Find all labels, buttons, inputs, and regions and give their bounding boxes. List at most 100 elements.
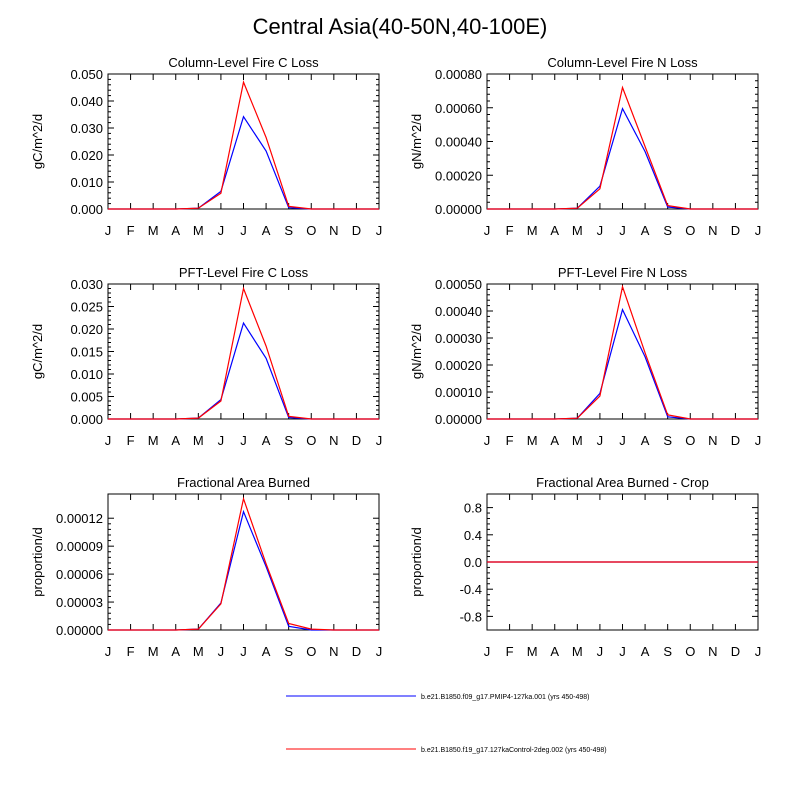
y-tick-label: 0.015	[70, 345, 103, 360]
x-tick-label: J	[619, 433, 626, 448]
y-tick-label: 0.040	[70, 94, 103, 109]
y-tick-label: 0.00080	[435, 67, 482, 82]
legend-label-1: b.e21.B1850.f09_g17.PMIP4-127ka.001 (yrs…	[421, 694, 590, 701]
x-tick-label: O	[306, 223, 316, 238]
y-tick-label: 0.4	[464, 528, 482, 543]
x-tick-label: J	[240, 433, 247, 448]
x-tick-label: D	[352, 644, 361, 659]
y-tick-label: 0.025	[70, 300, 103, 315]
x-tick-label: M	[527, 433, 538, 448]
x-tick-label: M	[572, 223, 583, 238]
y-tick-label: 0.00012	[56, 511, 103, 526]
y-tick-label: 0.020	[70, 322, 103, 337]
series-line-2	[487, 284, 758, 420]
x-tick-label: M	[193, 644, 204, 659]
series-line-1	[487, 307, 758, 420]
x-tick-label: S	[663, 644, 672, 659]
x-tick-label: A	[171, 223, 180, 238]
y-tick-label: 0.00050	[435, 277, 482, 292]
y-axis-label: gC/m^2/d	[30, 114, 45, 169]
y-tick-label: 0.00020	[435, 168, 482, 183]
y-tick-label: 0.00060	[435, 101, 482, 116]
y-tick-label: 0.0	[464, 555, 482, 570]
chart-title: PFT-Level Fire N Loss	[558, 265, 688, 280]
y-tick-label: -0.8	[460, 609, 482, 624]
x-tick-label: M	[148, 223, 159, 238]
x-tick-label: S	[284, 644, 293, 659]
x-tick-label: S	[663, 223, 672, 238]
x-tick-label: F	[127, 433, 135, 448]
x-tick-label: J	[597, 433, 604, 448]
chart-panel-3: PFT-Level Fire C Loss gC/m^2/d 0.000 0.005 0…	[30, 265, 382, 448]
x-tick-label: M	[148, 644, 159, 659]
x-tick-label: D	[731, 223, 740, 238]
x-tick-label: S	[284, 223, 293, 238]
x-tick-label: O	[306, 433, 316, 448]
chart-title: Column-Level Fire N Loss	[547, 55, 698, 70]
legend: b.e21.B1850.f09_g17.PMIP4-127ka.001 (yrs…	[286, 694, 607, 754]
x-tick-label: M	[193, 433, 204, 448]
y-tick-label: 0.00020	[435, 358, 482, 373]
x-tick-label: F	[506, 433, 514, 448]
x-tick-label: J	[484, 433, 491, 448]
y-tick-label: 0.000	[70, 412, 103, 427]
x-tick-label: J	[218, 433, 225, 448]
chart-panel-1: Column-Level Fire C Loss gC/m^2/d 0.000 0.0…	[30, 55, 382, 238]
x-tick-label: J	[597, 644, 604, 659]
x-tick-label: J	[597, 223, 604, 238]
x-tick-label: F	[127, 644, 135, 659]
y-tick-label: 0.00040	[435, 135, 482, 150]
x-tick-label: F	[506, 223, 514, 238]
x-tick-label: F	[506, 644, 514, 659]
x-tick-label: J	[484, 223, 491, 238]
x-tick-label: N	[708, 223, 717, 238]
x-tick-label: J	[619, 223, 626, 238]
x-tick-label: N	[329, 223, 338, 238]
x-tick-label: J	[105, 433, 112, 448]
series-line-1	[108, 509, 379, 631]
y-tick-label: 0.000	[70, 202, 103, 217]
legend-label-2: b.e21.B1850.f19_g17.127kaControl-2deg.00…	[421, 747, 607, 754]
y-axis-label: proportion/d	[409, 527, 424, 596]
y-tick-label: 0.00030	[435, 331, 482, 346]
x-tick-label: J	[484, 644, 491, 659]
y-axis-label: gN/m^2/d	[409, 324, 424, 379]
x-tick-label: S	[663, 433, 672, 448]
y-tick-label: 0.00003	[56, 595, 103, 610]
x-tick-label: M	[572, 644, 583, 659]
x-tick-label: F	[127, 223, 135, 238]
figure-title: Central Asia(40-50N,40-100E)	[252, 14, 548, 39]
x-tick-label: D	[731, 433, 740, 448]
x-tick-label: O	[685, 433, 695, 448]
series-line-1	[108, 115, 379, 210]
y-tick-label: 0.00000	[56, 623, 103, 638]
y-tick-label: 0.010	[70, 175, 103, 190]
y-tick-label: 0.8	[464, 501, 482, 516]
x-tick-label: A	[641, 223, 650, 238]
y-axis-label: gC/m^2/d	[30, 324, 45, 379]
y-tick-label: 0.00006	[56, 567, 103, 582]
x-tick-label: D	[731, 644, 740, 659]
x-tick-label: A	[641, 433, 650, 448]
x-tick-label: M	[148, 433, 159, 448]
x-tick-label: A	[550, 433, 559, 448]
x-tick-label: J	[105, 223, 112, 238]
y-tick-label: 0.00000	[435, 412, 482, 427]
y-tick-label: 0.00000	[435, 202, 482, 217]
y-tick-label: 0.00040	[435, 304, 482, 319]
x-tick-label: J	[376, 644, 383, 659]
x-tick-label: J	[376, 433, 383, 448]
plot-frame	[107, 283, 380, 420]
series-line-2	[487, 85, 758, 210]
x-tick-label: J	[218, 223, 225, 238]
chart-panel-6: Fractional Area Burned - Crop proportion/…	[409, 475, 761, 659]
y-axis-label: proportion/d	[30, 527, 45, 596]
y-tick-label: 0.030	[70, 277, 103, 292]
x-tick-label: A	[641, 644, 650, 659]
y-axis-label: gN/m^2/d	[409, 114, 424, 169]
chart-panel-5: Fractional Area Burned proportion/d 0.0000…	[30, 475, 382, 659]
x-tick-label: J	[105, 644, 112, 659]
y-tick-label: 0.00010	[435, 385, 482, 400]
x-tick-label: J	[755, 223, 762, 238]
